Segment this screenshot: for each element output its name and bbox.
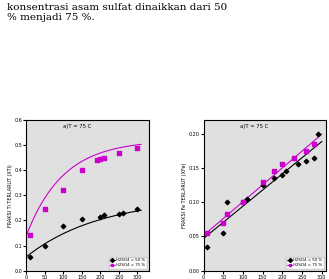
Point — [303, 148, 309, 153]
Point — [205, 244, 210, 249]
Point — [101, 155, 107, 160]
Point — [135, 145, 140, 150]
Point — [260, 183, 265, 187]
Point — [315, 131, 320, 136]
Legend: H2SO4 = 50 %, H2SO4 = 75 %: H2SO4 = 50 %, H2SO4 = 75 % — [286, 257, 324, 269]
Point — [291, 155, 297, 160]
Point — [280, 172, 285, 177]
Point — [311, 142, 316, 146]
Point — [27, 254, 33, 259]
Text: a)T = 75 C: a)T = 75 C — [63, 124, 91, 129]
Point — [284, 169, 289, 174]
Point — [79, 168, 85, 172]
Point — [101, 213, 107, 218]
Point — [260, 179, 265, 184]
Point — [116, 212, 121, 217]
Point — [244, 196, 249, 201]
Point — [220, 231, 226, 235]
Point — [205, 231, 210, 235]
Y-axis label: FRAKSI Ti TERLARUT (XTi): FRAKSI Ti TERLARUT (XTi) — [8, 164, 13, 227]
Point — [240, 200, 245, 205]
Text: a)T = 75 C: a)T = 75 C — [240, 124, 268, 129]
Point — [224, 200, 230, 205]
Point — [61, 224, 66, 228]
Point — [94, 158, 99, 162]
Point — [135, 207, 140, 211]
Legend: H2SO4 = 50 %, H2SO4 = 75 %: H2SO4 = 50 %, H2SO4 = 75 % — [109, 257, 147, 269]
Point — [311, 155, 316, 160]
Point — [79, 217, 85, 222]
Point — [295, 162, 301, 167]
Point — [98, 157, 103, 161]
Point — [98, 214, 103, 219]
Text: konsentrasi asam sulfat dinaikkan dari 50
% menjadi 75 %.: konsentrasi asam sulfat dinaikkan dari 5… — [7, 3, 227, 22]
Point — [303, 159, 309, 163]
Point — [27, 233, 33, 238]
Point — [240, 200, 245, 205]
Point — [272, 176, 277, 181]
Point — [42, 207, 47, 211]
Point — [42, 243, 47, 248]
Point — [220, 220, 226, 225]
Point — [224, 211, 230, 216]
Y-axis label: FRAKSI Fe TERLARUT (XFe): FRAKSI Fe TERLARUT (XFe) — [182, 163, 187, 228]
Point — [61, 188, 66, 193]
Point — [120, 211, 125, 215]
Point — [280, 162, 285, 167]
Point — [272, 169, 277, 174]
Point — [116, 150, 121, 155]
